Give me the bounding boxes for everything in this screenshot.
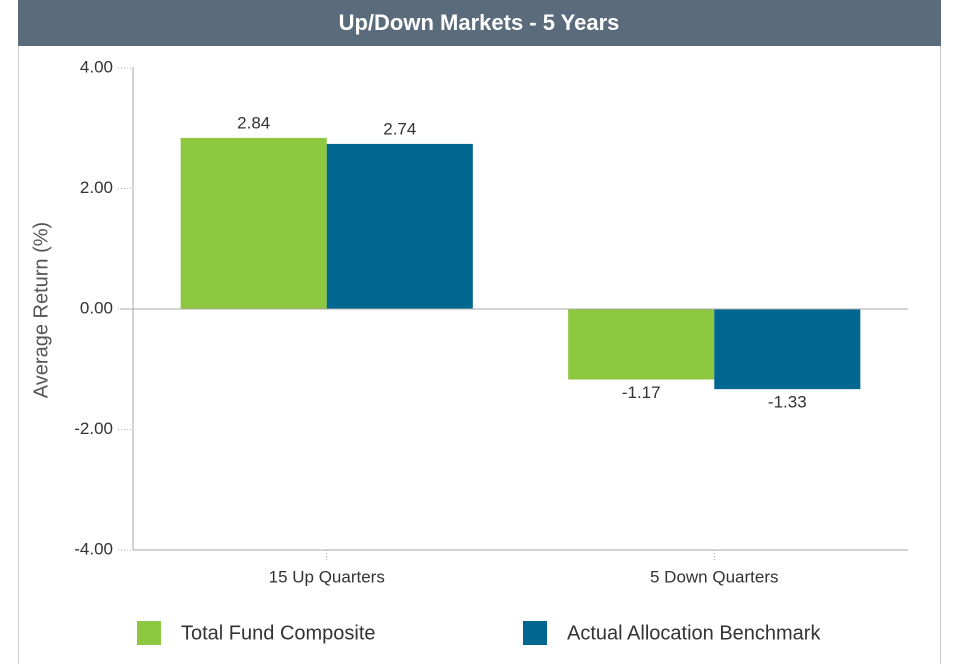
bar bbox=[714, 309, 861, 390]
title-bar bbox=[18, 0, 941, 46]
y-tick-label: 0.00 bbox=[80, 298, 113, 317]
legend-label: Actual Allocation Benchmark bbox=[567, 622, 821, 644]
value-label: -1.17 bbox=[622, 383, 661, 402]
legend-swatch bbox=[137, 621, 161, 645]
value-label: 2.84 bbox=[237, 113, 270, 132]
chart-title: Up/Down Markets - 5 Years bbox=[339, 10, 620, 35]
legend-swatch bbox=[523, 621, 547, 645]
x-tick-label: 15 Up Quarters bbox=[269, 567, 385, 586]
bar bbox=[568, 309, 715, 380]
bar bbox=[326, 143, 473, 309]
value-label: 2.74 bbox=[383, 119, 416, 138]
y-tick-label: 2.00 bbox=[80, 178, 113, 197]
legend-label: Total Fund Composite bbox=[181, 622, 376, 644]
value-label: -1.33 bbox=[768, 393, 807, 412]
y-tick-label: -2.00 bbox=[74, 419, 113, 438]
y-axis-label: Average Return (%) bbox=[30, 222, 52, 398]
y-tick-label: 4.00 bbox=[80, 57, 113, 76]
bar bbox=[180, 137, 327, 309]
y-tick-label: -4.00 bbox=[74, 539, 113, 558]
x-tick-label: 5 Down Quarters bbox=[650, 567, 779, 586]
